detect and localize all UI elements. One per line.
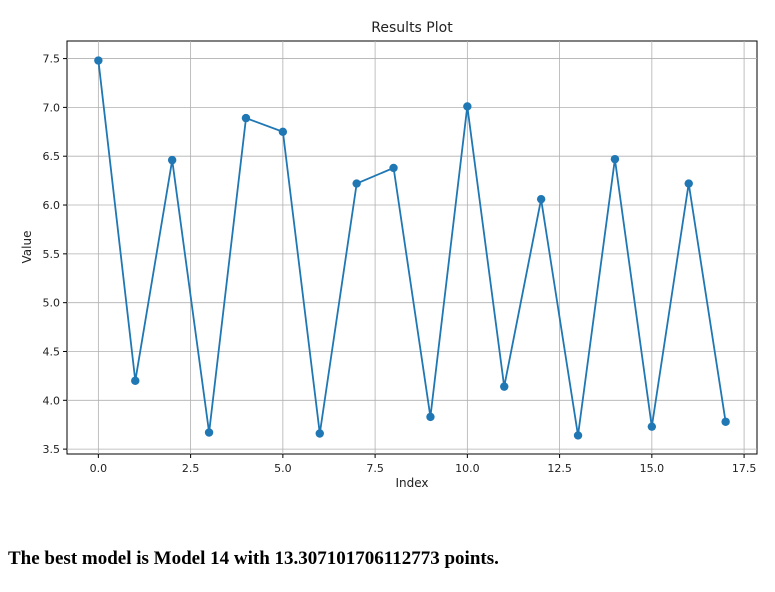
data-point bbox=[352, 179, 361, 188]
data-point bbox=[167, 155, 177, 165]
grid-lines bbox=[67, 41, 757, 454]
data-point bbox=[536, 194, 546, 204]
x-tick-label: 12.5 bbox=[547, 462, 572, 475]
y-tick-label: 3.5 bbox=[43, 443, 61, 456]
data-point bbox=[610, 154, 620, 164]
chart-title: Results Plot bbox=[371, 20, 453, 36]
x-tick-label: 17.5 bbox=[732, 462, 757, 475]
y-axis-label: Value bbox=[20, 231, 34, 264]
x-tick-label: 7.5 bbox=[366, 462, 384, 475]
y-tick-label: 5.5 bbox=[43, 248, 61, 261]
y-tick-label: 6.0 bbox=[43, 199, 61, 212]
results-line-chart: 0.0 2.5 5.0 7.5 10.0 12.5 15.0 17.5 3.5 4.0 4.5 5.0… bbox=[20, 20, 758, 490]
y-tick-label: 6.5 bbox=[43, 150, 61, 163]
x-tick-label: 5.0 bbox=[274, 462, 292, 475]
x-tick-label: 2.5 bbox=[182, 462, 200, 475]
data-point bbox=[241, 113, 251, 123]
data-point bbox=[389, 163, 398, 173]
y-tick-label: 7.5 bbox=[43, 53, 61, 66]
y-tick-label: 4.5 bbox=[43, 345, 61, 358]
series-line bbox=[97, 60, 727, 436]
best-model-summary: The best model is Model 14 with 13.30710… bbox=[8, 548, 499, 569]
data-point bbox=[131, 376, 140, 385]
data-point bbox=[426, 412, 435, 422]
data-point bbox=[500, 382, 509, 391]
plot-area bbox=[66, 40, 758, 455]
axis-ticks: 0.0 2.5 5.0 7.5 10.0 12.5 15.0 17.5 3.5 4.0 4.5 5.0… bbox=[43, 53, 757, 475]
x-axis-label: Index bbox=[395, 476, 428, 490]
data-point bbox=[684, 179, 693, 188]
x-tick-label: 15.0 bbox=[640, 462, 665, 475]
x-tick-label: 0.0 bbox=[90, 462, 108, 475]
y-tick-label: 7.0 bbox=[43, 101, 61, 114]
y-tick-label: 4.0 bbox=[43, 394, 61, 407]
data-point bbox=[278, 127, 288, 137]
y-tick-label: 5.0 bbox=[43, 297, 61, 310]
data-point bbox=[315, 429, 324, 438]
data-point bbox=[94, 56, 103, 65]
data-point bbox=[204, 428, 214, 437]
data-point bbox=[573, 431, 583, 440]
data-point bbox=[721, 417, 730, 426]
data-point bbox=[647, 422, 657, 431]
data-point bbox=[463, 102, 472, 111]
data-series bbox=[94, 56, 730, 440]
x-tick-label: 10.0 bbox=[455, 462, 480, 475]
